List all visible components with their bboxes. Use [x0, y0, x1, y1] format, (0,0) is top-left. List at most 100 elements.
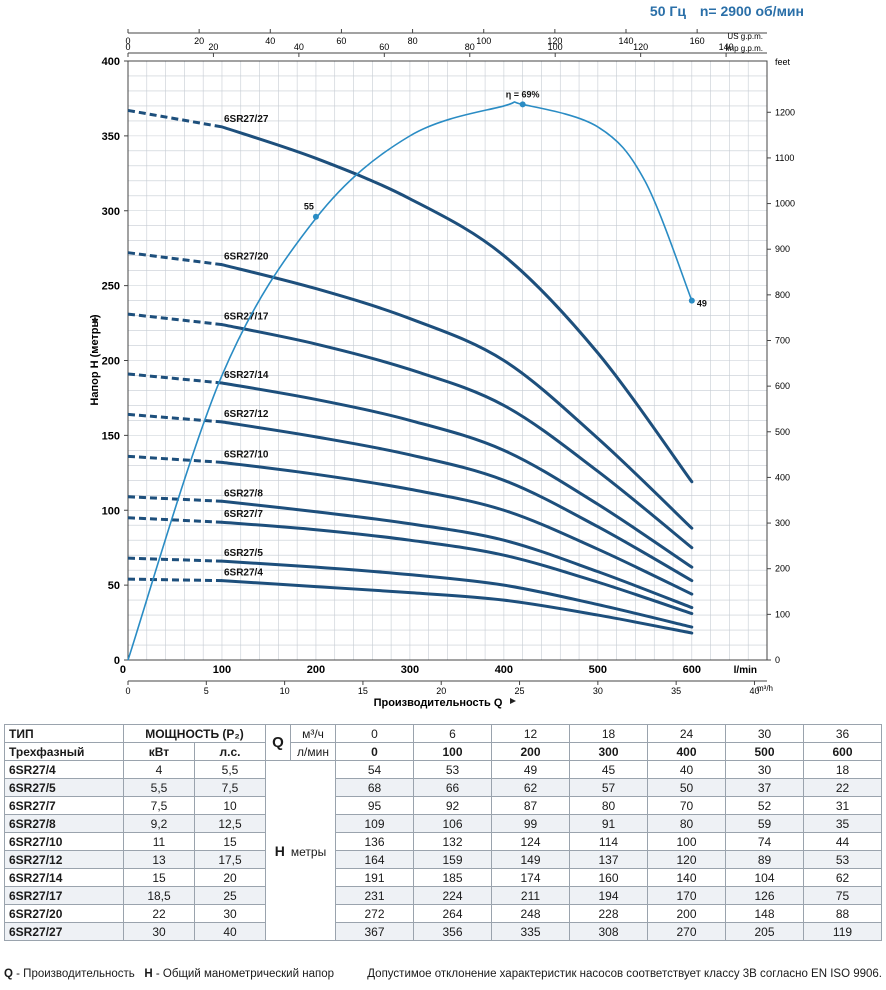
- head-value: 80: [647, 814, 726, 833]
- y-tick-label: 50: [108, 580, 120, 592]
- efficiency-curve: [127, 101, 693, 661]
- head-value: 66: [413, 778, 492, 797]
- head-value: 194: [569, 886, 648, 905]
- curve-dashed-segment: [127, 516, 223, 524]
- curve-label: 6SR27/5: [224, 548, 263, 559]
- table-row: 6SR27/12 13 17,5 164 159 149 137 120 89 53: [4, 850, 882, 869]
- curve-solid-segment: [220, 125, 694, 484]
- m3h-value: 36: [803, 724, 882, 743]
- x-tick-label: 200: [307, 664, 325, 676]
- m3h-unit: м³/ч: [290, 724, 336, 743]
- y-tick-label: 300: [102, 206, 120, 218]
- lmin-value: 400: [647, 742, 726, 761]
- power-hp: 10: [194, 796, 266, 815]
- head-value: 170: [647, 886, 726, 905]
- curve-dashed-segment: [127, 577, 222, 583]
- feet-tick-label: 1100: [775, 153, 794, 163]
- efficiency-point: [312, 213, 319, 220]
- head-value: 91: [569, 814, 648, 833]
- curve-dashed-segment: [127, 412, 223, 424]
- head-value: 148: [725, 904, 804, 923]
- imp-gpm-tick-label: 80: [465, 42, 475, 52]
- feet-unit-label: feet: [775, 57, 791, 67]
- efficiency-label: 55: [304, 202, 314, 212]
- curve-solid-segment: [220, 559, 694, 629]
- head-value: 37: [725, 778, 804, 797]
- head-value: 174: [491, 868, 570, 887]
- curve-dashed-segment: [127, 312, 223, 327]
- head-value: 224: [413, 886, 492, 905]
- us-gpm-tick-label: 20: [194, 36, 204, 46]
- frequency-label: 50 Гц: [649, 3, 686, 19]
- m3h-tick-label: 10: [280, 686, 290, 696]
- lmin-value: 500: [725, 742, 804, 761]
- head-value: 31: [803, 796, 882, 815]
- pump-curve-6SR27/20: 6SR27/20: [127, 251, 694, 530]
- y-axis-arrow: [92, 316, 98, 323]
- table-row: 6SR27/20 22 30 272 264 248 228 200 148 88: [4, 904, 882, 923]
- y-tick-label: 100: [102, 505, 120, 517]
- imp-gpm-tick-label: 120: [633, 42, 648, 52]
- imp-gpm-unit-label: Imp g.p.m.: [725, 44, 763, 53]
- head-value: 124: [491, 832, 570, 851]
- x-tick-label: 300: [401, 664, 419, 676]
- pump-type: 6SR27/14: [4, 868, 124, 887]
- m3h-value: 12: [491, 724, 570, 743]
- head-value: 57: [569, 778, 648, 797]
- head-value: 80: [569, 796, 648, 815]
- pump-curve-6SR27/14: 6SR27/14: [127, 370, 694, 569]
- head-value: 68: [335, 778, 414, 797]
- head-value: 159: [413, 850, 492, 869]
- m3h-tick-label: 20: [436, 686, 446, 696]
- pump-curve-6SR27/4: 6SR27/4: [127, 568, 694, 635]
- power-hp: 17,5: [194, 850, 266, 869]
- efficiency-point: [519, 101, 526, 108]
- x-axis-label: Производительность Q: [374, 697, 503, 709]
- head-value: 308: [569, 922, 648, 941]
- table-row: 6SR27/14 15 20 191 185 174 160 140 104 62: [4, 868, 882, 887]
- pump-type: 6SR27/27: [4, 922, 124, 941]
- head-value: 30: [725, 760, 804, 779]
- tolerance-note: Допустимое отклонение характеристик насо…: [367, 968, 882, 980]
- curve-dashed-segment: [127, 454, 223, 464]
- curve-label: 6SR27/4: [224, 568, 263, 579]
- head-value: 75: [803, 886, 882, 905]
- us-gpm-tick-label: 0: [125, 36, 130, 46]
- pump-curve-6SR27/7: 6SR27/7: [127, 509, 694, 616]
- head-value: 54: [335, 760, 414, 779]
- head-value: 53: [413, 760, 492, 779]
- y-tick-label: 350: [102, 131, 120, 143]
- power-kw: 18,5: [123, 886, 195, 905]
- head-value: 40: [647, 760, 726, 779]
- head-value: 114: [569, 832, 648, 851]
- q-header: Q: [265, 724, 291, 761]
- head-value: 88: [803, 904, 882, 923]
- imp-gpm-tick-label: 0: [125, 42, 130, 52]
- y-tick-label: 0: [114, 655, 120, 667]
- head-value: 119: [803, 922, 882, 941]
- lmin-unit: л/мин: [290, 742, 336, 761]
- power-kw: 13: [123, 850, 195, 869]
- feet-tick-label: 1200: [775, 107, 795, 117]
- imp-gpm-tick-label: 40: [294, 42, 304, 52]
- h-unit: метры: [290, 844, 327, 859]
- head-value: 95: [335, 796, 414, 815]
- feet-tick-label: 900: [775, 244, 790, 254]
- head-value: 104: [725, 868, 804, 887]
- feet-tick-label: 200: [775, 564, 790, 574]
- head-value: 99: [491, 814, 570, 833]
- head-value: 211: [491, 886, 570, 905]
- us-gpm-tick-label: 40: [265, 36, 275, 46]
- us-gpm-tick-label: 140: [618, 36, 633, 46]
- table-row: 6SR27/27 30 40 367 356 335 308 270 205 119: [4, 922, 882, 941]
- power-kw: 4: [123, 760, 195, 779]
- head-value: 44: [803, 832, 882, 851]
- curve-label: 6SR27/17: [224, 312, 269, 323]
- feet-tick-label: 500: [775, 427, 790, 437]
- power-kw: 7,5: [123, 796, 195, 815]
- curve-solid-segment: [220, 499, 694, 610]
- head-value: 109: [335, 814, 414, 833]
- power-hp: 15: [194, 832, 266, 851]
